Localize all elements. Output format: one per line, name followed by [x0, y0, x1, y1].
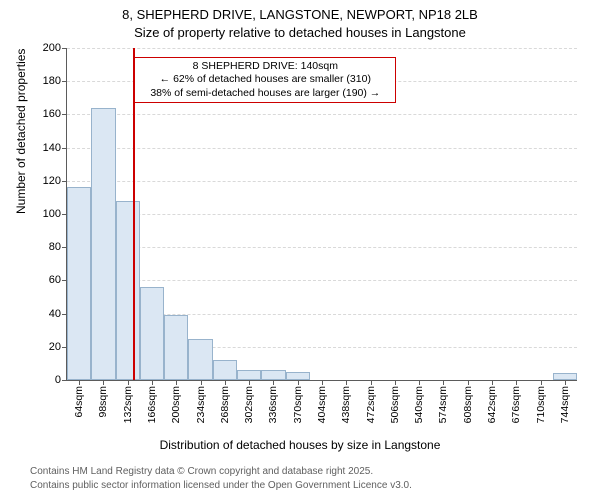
y-axis-title: Number of detached properties [14, 49, 28, 214]
annotation-line: ← 62% of detached houses are smaller (31… [141, 73, 389, 86]
x-tick-mark [371, 380, 372, 385]
x-tick-label: 574sqm [437, 386, 449, 423]
x-tick-label: 302sqm [243, 386, 255, 423]
x-tick-label: 370sqm [292, 386, 304, 423]
y-tick-label: 120 [43, 175, 61, 187]
x-tick-label: 710sqm [535, 386, 547, 423]
histogram-bar [286, 372, 310, 380]
x-tick-mark [346, 380, 347, 385]
y-tick-label: 180 [43, 75, 61, 87]
title-line-2: Size of property relative to detached ho… [0, 24, 600, 42]
attribution-footer: Contains HM Land Registry data © Crown c… [30, 465, 412, 492]
histogram-bar [261, 370, 285, 380]
x-tick-mark [249, 380, 250, 385]
histogram-bar [67, 187, 91, 380]
x-tick-mark [273, 380, 274, 385]
x-tick-label: 472sqm [365, 386, 377, 423]
x-tick-label: 234sqm [195, 386, 207, 423]
x-tick-label: 506sqm [389, 386, 401, 423]
x-tick-label: 404sqm [316, 386, 328, 423]
histogram-bar [164, 315, 188, 380]
x-tick-mark [419, 380, 420, 385]
x-tick-label: 438sqm [340, 386, 352, 423]
x-axis-title: Distribution of detached houses by size … [0, 438, 600, 452]
x-tick-mark [395, 380, 396, 385]
x-tick-label: 642sqm [486, 386, 498, 423]
x-tick-label: 200sqm [170, 386, 182, 423]
x-tick-mark [152, 380, 153, 385]
y-tick-mark [62, 114, 67, 115]
grid-line [67, 247, 577, 248]
footer-line-2: Contains public sector information licen… [30, 479, 412, 493]
y-tick-label: 200 [43, 42, 61, 54]
x-tick-label: 166sqm [146, 386, 158, 423]
grid-line [67, 181, 577, 182]
grid-line [67, 114, 577, 115]
histogram-bar [91, 108, 115, 380]
x-tick-mark [565, 380, 566, 385]
histogram-bar [213, 360, 237, 380]
x-tick-mark [128, 380, 129, 385]
x-tick-label: 268sqm [219, 386, 231, 423]
y-tick-label: 60 [49, 274, 61, 286]
y-tick-label: 0 [55, 374, 61, 386]
x-tick-mark [541, 380, 542, 385]
x-tick-label: 64sqm [73, 386, 85, 418]
y-tick-mark [62, 181, 67, 182]
x-tick-mark [79, 380, 80, 385]
y-tick-label: 160 [43, 108, 61, 120]
x-tick-mark [516, 380, 517, 385]
title-line-1: 8, SHEPHERD DRIVE, LANGSTONE, NEWPORT, N… [0, 6, 600, 24]
x-tick-label: 676sqm [510, 386, 522, 423]
x-tick-mark [443, 380, 444, 385]
histogram-plot-area: 02040608010012014016018020064sqm98sqm132… [66, 48, 577, 381]
histogram-bar [140, 287, 164, 380]
x-tick-mark [103, 380, 104, 385]
x-tick-mark [176, 380, 177, 385]
x-tick-label: 98sqm [97, 386, 109, 418]
annotation-callout: 8 SHEPHERD DRIVE: 140sqm← 62% of detache… [134, 57, 396, 102]
y-tick-mark [62, 148, 67, 149]
y-tick-mark [62, 48, 67, 49]
x-tick-label: 132sqm [122, 386, 134, 423]
x-tick-label: 336sqm [267, 386, 279, 423]
x-tick-mark [468, 380, 469, 385]
x-tick-label: 540sqm [413, 386, 425, 423]
y-tick-label: 40 [49, 308, 61, 320]
histogram-bar [188, 339, 212, 381]
histogram-bar [237, 370, 261, 380]
grid-line [67, 48, 577, 49]
y-tick-mark [62, 380, 67, 381]
footer-line-1: Contains HM Land Registry data © Crown c… [30, 465, 412, 479]
grid-line [67, 148, 577, 149]
x-tick-mark [298, 380, 299, 385]
chart-title-block: 8, SHEPHERD DRIVE, LANGSTONE, NEWPORT, N… [0, 0, 600, 41]
x-tick-mark [201, 380, 202, 385]
histogram-bar [553, 373, 577, 380]
annotation-line: 38% of semi-detached houses are larger (… [141, 87, 389, 100]
annotation-line: 8 SHEPHERD DRIVE: 140sqm [141, 60, 389, 73]
y-tick-label: 140 [43, 142, 61, 154]
x-tick-mark [225, 380, 226, 385]
histogram-bar [116, 201, 140, 380]
y-tick-mark [62, 81, 67, 82]
grid-line [67, 280, 577, 281]
grid-line [67, 214, 577, 215]
y-tick-label: 20 [49, 341, 61, 353]
y-tick-label: 80 [49, 241, 61, 253]
y-tick-label: 100 [43, 208, 61, 220]
x-tick-mark [322, 380, 323, 385]
x-tick-label: 744sqm [559, 386, 571, 423]
x-tick-mark [492, 380, 493, 385]
x-tick-label: 608sqm [462, 386, 474, 423]
